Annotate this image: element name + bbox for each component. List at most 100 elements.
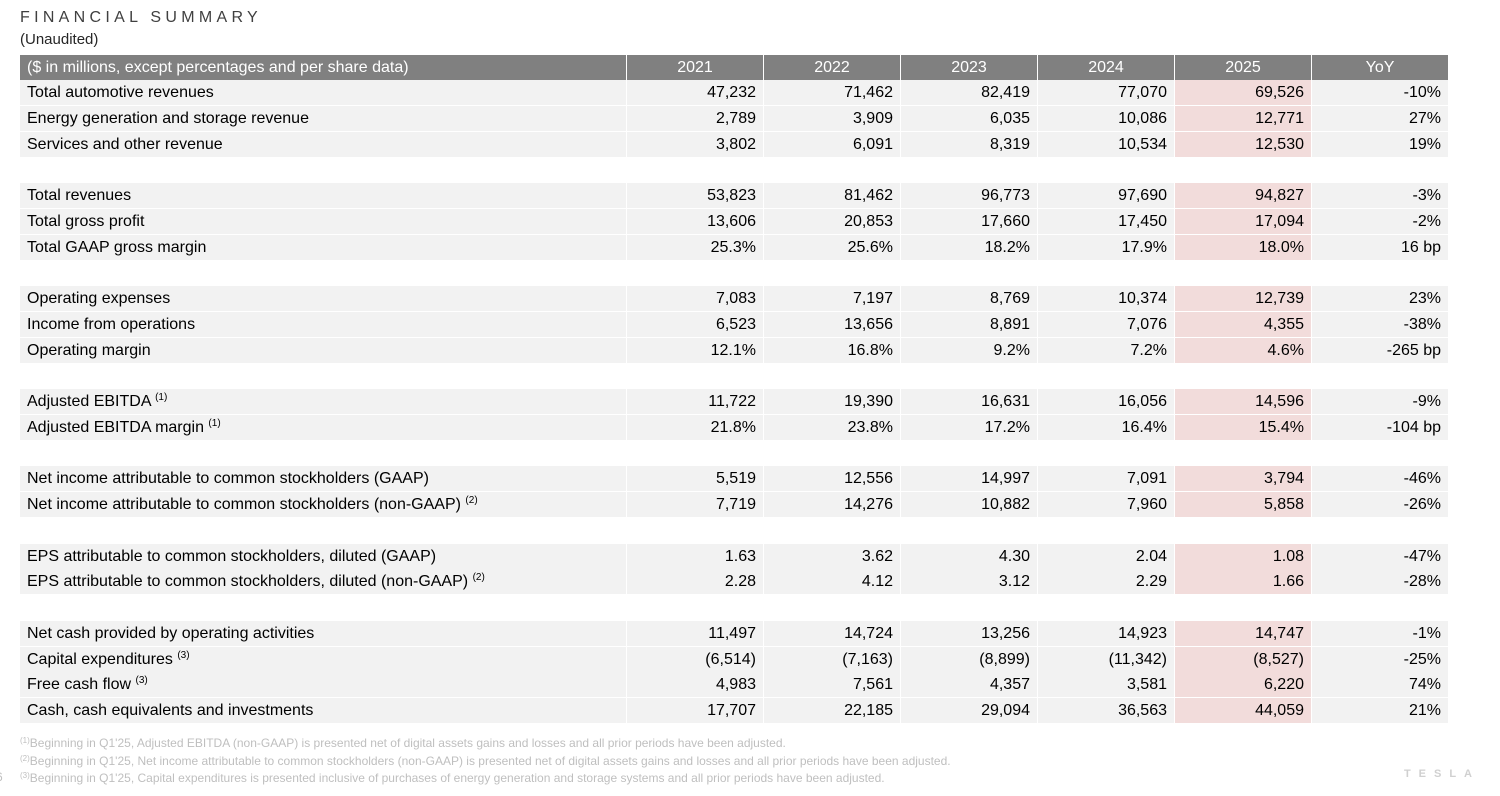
value-cell: -265 bp [1312, 337, 1448, 363]
label-text: Income from operations [27, 315, 196, 333]
value-cell: 8,769 [901, 286, 1037, 312]
label-text: Adjusted EBITDA margin [27, 418, 204, 436]
value-cell: 3,909 [764, 105, 900, 131]
value-cell: 36,563 [1038, 698, 1174, 724]
row-label: Net income attributable to common stockh… [20, 466, 626, 492]
value-cell: 2,789 [627, 105, 763, 131]
value-cell: 17.9% [1038, 234, 1174, 260]
value-cell: 7,091 [1038, 466, 1174, 492]
value-cell: 16 bp [1312, 234, 1448, 260]
title: FINANCIAL SUMMARY [20, 9, 263, 26]
row-label: Total GAAP gross margin [20, 234, 626, 260]
value-cell: 14,276 [764, 492, 900, 518]
label-text: Operating expenses [27, 290, 171, 308]
value-cell: 17,450 [1038, 208, 1174, 234]
value-cell: 21.8% [627, 414, 763, 440]
value-cell: 17,707 [627, 698, 763, 724]
value-cell: 4,355 [1175, 311, 1311, 337]
value-cell: 25.6% [764, 234, 900, 260]
subtitle: (Unaudited) [20, 31, 99, 48]
value-cell: 10,086 [1038, 105, 1174, 131]
value-cell: 6,035 [901, 105, 1037, 131]
value-cell: 7,076 [1038, 311, 1174, 337]
footnote-ref: (2) [465, 495, 478, 507]
value-cell: -38% [1312, 311, 1448, 337]
footnote: (1)Beginning in Q1'25, Adjusted EBITDA (… [20, 736, 786, 750]
label-text: Total gross profit [27, 212, 145, 230]
row-label: Operating margin [20, 337, 626, 363]
value-cell: 2.04 [1038, 543, 1174, 569]
value-cell: -2% [1312, 208, 1448, 234]
value-cell: 14,747 [1175, 620, 1311, 646]
value-cell: (6,514) [627, 646, 763, 672]
value-cell: 44,059 [1175, 698, 1311, 724]
footnote-text: Beginning in Q1'25, Capital expenditures… [29, 771, 885, 785]
footnote-ref: (3) [177, 649, 190, 661]
value-cell: 5,519 [627, 466, 763, 492]
label-text: Capital expenditures [27, 650, 173, 668]
label-text: EPS attributable to common stockholders,… [27, 547, 437, 565]
label-text: Services and other revenue [27, 135, 223, 153]
row-label: Cash, cash equivalents and investments [20, 698, 626, 724]
value-cell: 8,319 [901, 131, 1037, 157]
row-label: Income from operations [20, 311, 626, 337]
value-cell: 12,530 [1175, 131, 1311, 157]
value-cell: 12,771 [1175, 105, 1311, 131]
column-header: 2024 [1038, 55, 1174, 80]
value-cell: 8,891 [901, 311, 1037, 337]
label-text: Free cash flow [27, 676, 132, 694]
value-cell: 16,056 [1038, 389, 1174, 415]
value-cell: 4.6% [1175, 337, 1311, 363]
value-cell: 6,220 [1175, 672, 1311, 698]
value-cell: 13,656 [764, 311, 900, 337]
value-cell: -3% [1312, 183, 1448, 209]
value-cell: 94,827 [1175, 183, 1311, 209]
value-cell: 13,606 [627, 208, 763, 234]
value-cell: 22,185 [764, 698, 900, 724]
value-cell: 23.8% [764, 414, 900, 440]
value-cell: -46% [1312, 466, 1448, 492]
value-cell: 17.2% [901, 414, 1037, 440]
value-cell: 4.30 [901, 543, 1037, 569]
value-cell: (8,899) [901, 646, 1037, 672]
value-cell: 12.1% [627, 337, 763, 363]
label-text: Net income attributable to common stockh… [27, 496, 461, 514]
label-text: Energy generation and storage revenue [27, 109, 309, 127]
value-cell: 3.62 [764, 543, 900, 569]
label-text: Cash, cash equivalents and investments [27, 702, 314, 720]
footnote-ref: (1) [155, 392, 168, 404]
row-label: Energy generation and storage revenue [20, 105, 626, 131]
label-text: Adjusted EBITDA [27, 393, 151, 411]
value-cell: -26% [1312, 492, 1448, 518]
value-cell: 15.4% [1175, 414, 1311, 440]
value-cell: 7,561 [764, 672, 900, 698]
footnote-ref: (2) [472, 572, 485, 584]
value-cell: 14,724 [764, 620, 900, 646]
logo: TESLA [1403, 768, 1480, 780]
value-cell: 17,660 [901, 208, 1037, 234]
value-cell: 27% [1312, 105, 1448, 131]
value-cell: -28% [1312, 569, 1448, 595]
value-cell: 3.12 [901, 569, 1037, 595]
value-cell: 11,497 [627, 620, 763, 646]
value-cell: 81,462 [764, 183, 900, 209]
row-label: Capital expenditures (3) [20, 646, 626, 672]
label-text: Total GAAP gross margin [27, 238, 207, 256]
column-header: 2022 [764, 55, 900, 80]
label-text: Total revenues [27, 187, 132, 205]
value-cell: 53,823 [627, 183, 763, 209]
row-label: Adjusted EBITDA (1) [20, 389, 626, 415]
value-cell: 21% [1312, 698, 1448, 724]
value-cell: 25.3% [627, 234, 763, 260]
value-cell: 17,094 [1175, 208, 1311, 234]
value-cell: (8,527) [1175, 646, 1311, 672]
value-cell: 71,462 [764, 80, 900, 105]
value-cell: 4,357 [901, 672, 1037, 698]
value-cell: 12,556 [764, 466, 900, 492]
value-cell: 20,853 [764, 208, 900, 234]
value-cell: 14,923 [1038, 620, 1174, 646]
row-label: EPS attributable to common stockholders,… [20, 569, 626, 595]
column-header: 2023 [901, 55, 1037, 80]
value-cell: -47% [1312, 543, 1448, 569]
